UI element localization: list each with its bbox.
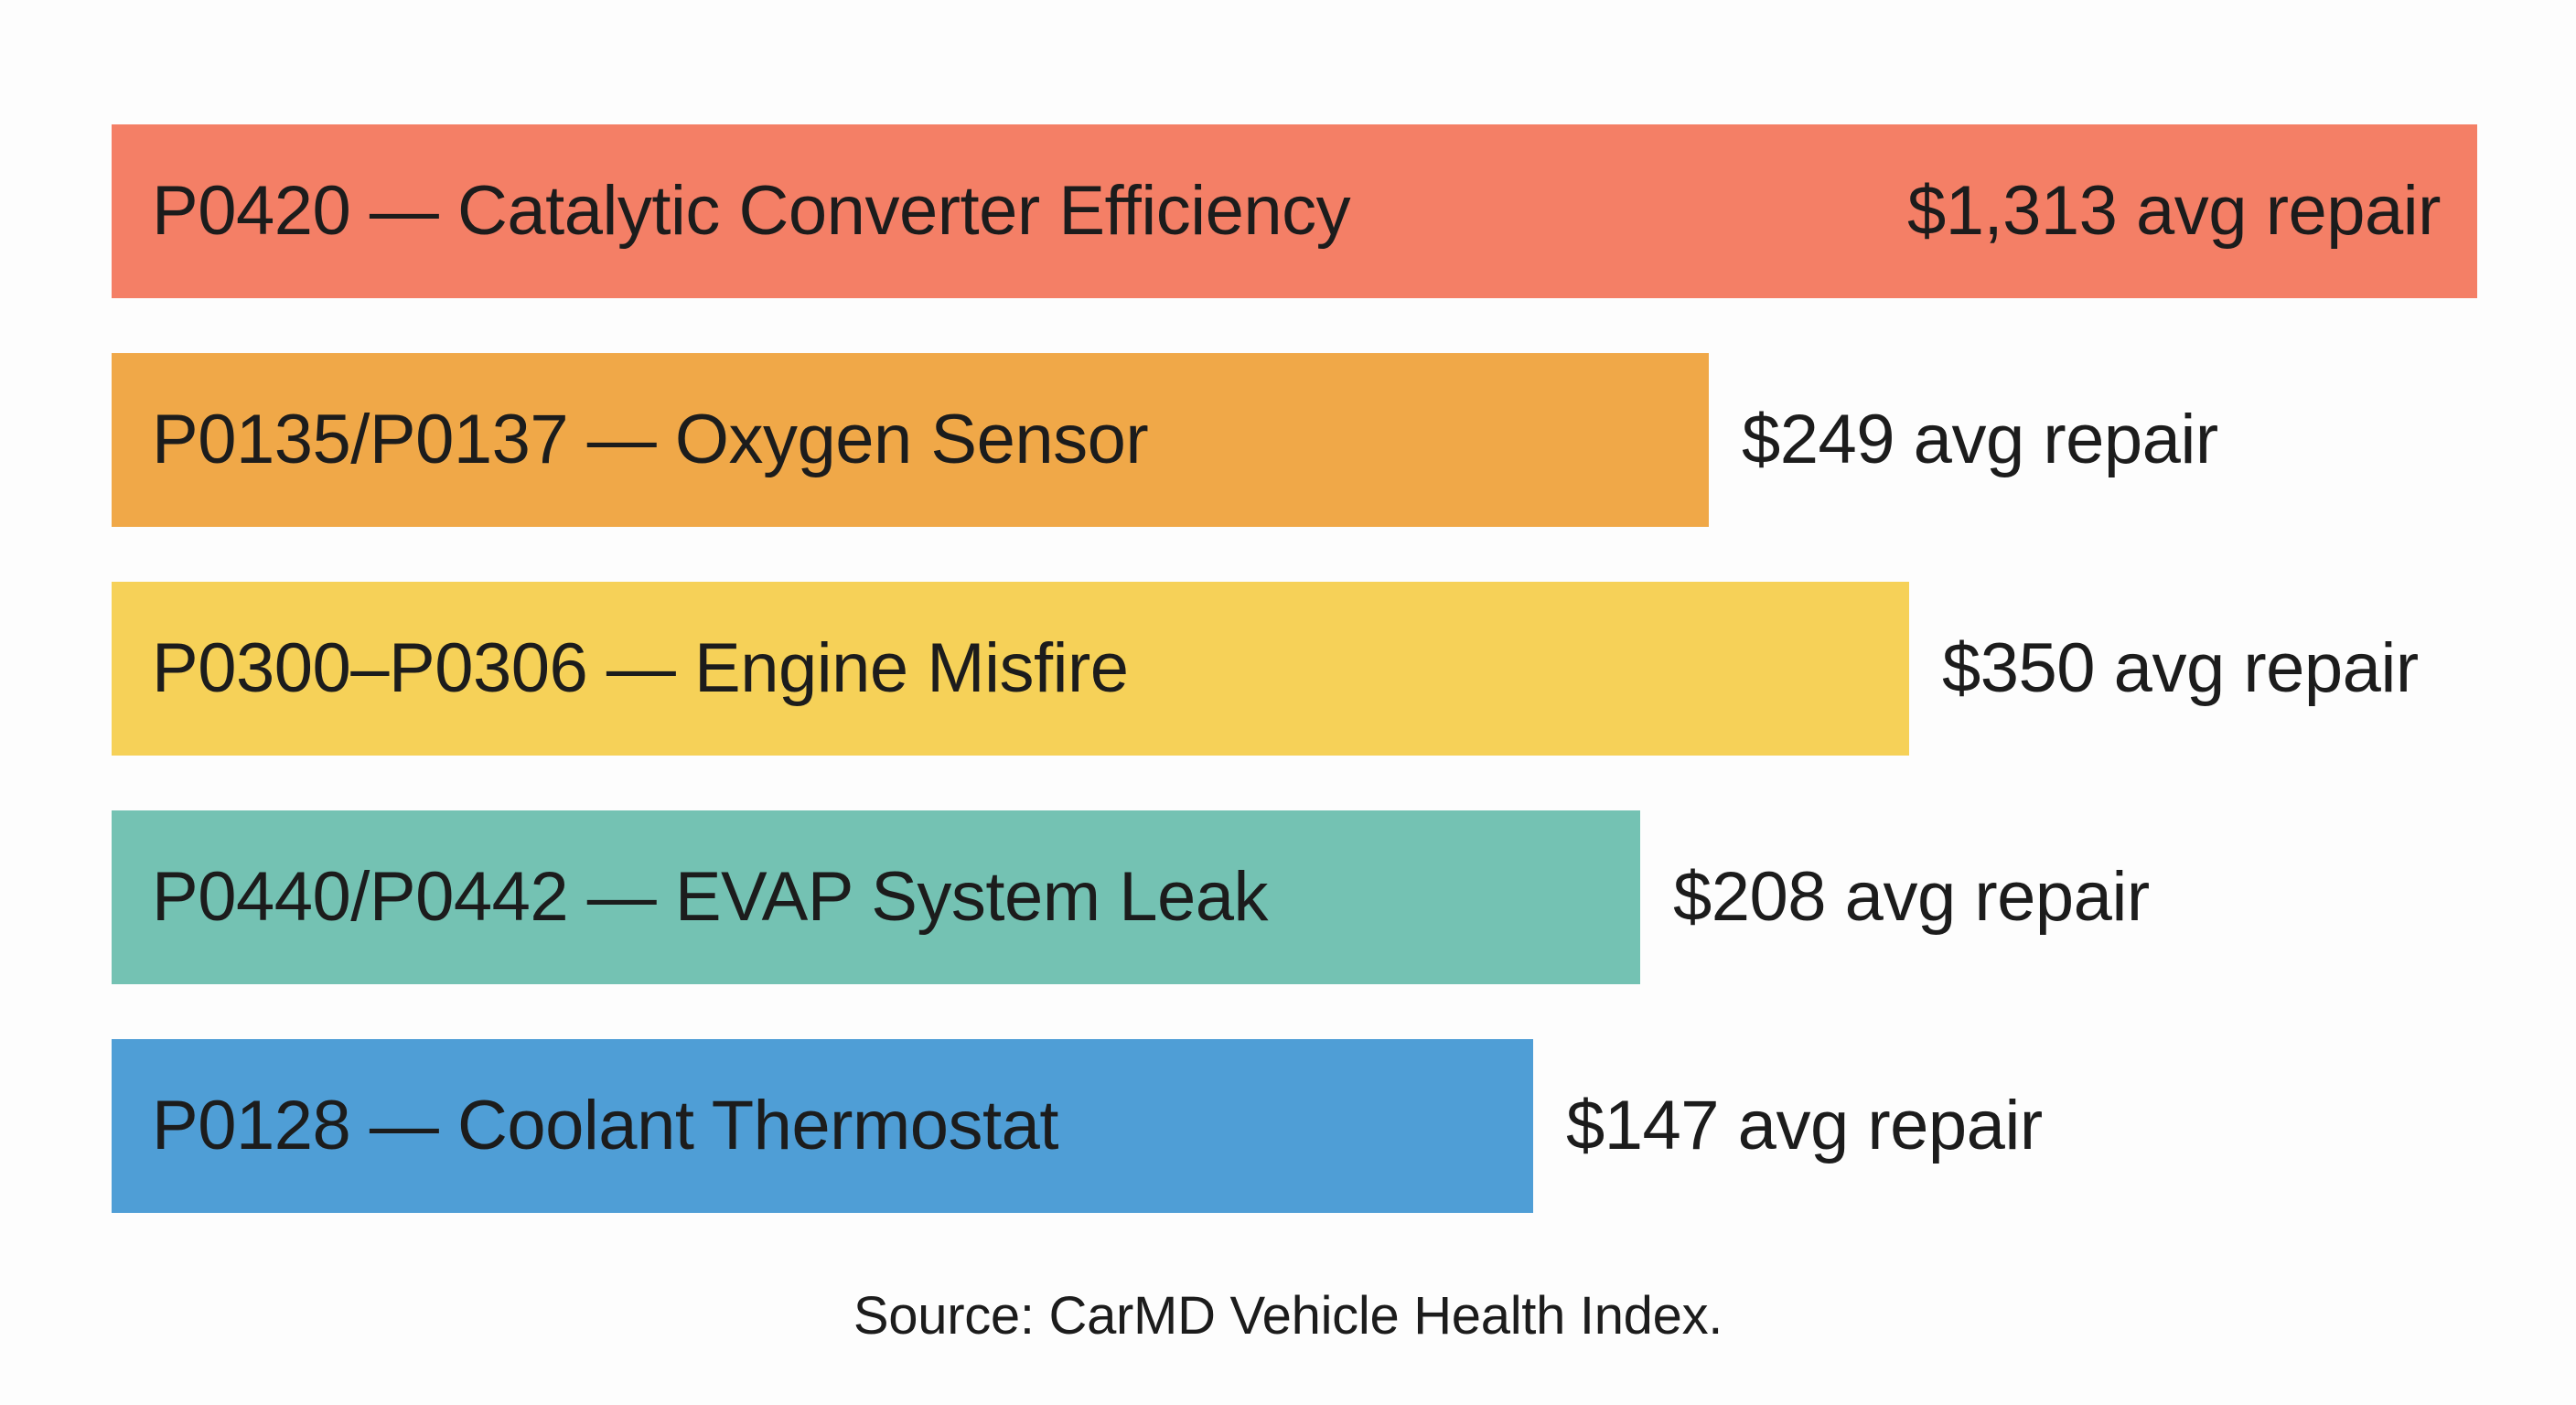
value-label-2: $249 avg repair [1742, 401, 2218, 478]
value-label-1: $1,313 avg repair [1906, 172, 2442, 250]
bar-5 [112, 1039, 1533, 1213]
bar-label-1: P0420 — Catalytic Converter Efficiency [152, 172, 1351, 250]
source-note: Source: CarMD Vehicle Health Index. [853, 1286, 1723, 1346]
bar-label-5: P0128 — Coolant Thermostat [152, 1087, 1059, 1164]
value-label-5: $147 avg repair [1566, 1087, 2043, 1164]
bar-3 [112, 582, 1909, 756]
value-label-3: $350 avg repair [1942, 629, 2419, 707]
bar-1 [112, 124, 2477, 298]
value-label-4: $208 avg repair [1673, 858, 2150, 936]
bar-label-3: P0300–P0306 — Engine Misfire [152, 629, 1129, 707]
bar-label-2: P0135/P0137 — Oxygen Sensor [152, 401, 1149, 478]
bar-label-4: P0440/P0442 — EVAP System Leak [152, 858, 1269, 936]
bar-2 [112, 353, 1709, 527]
bar-4 [112, 810, 1640, 984]
